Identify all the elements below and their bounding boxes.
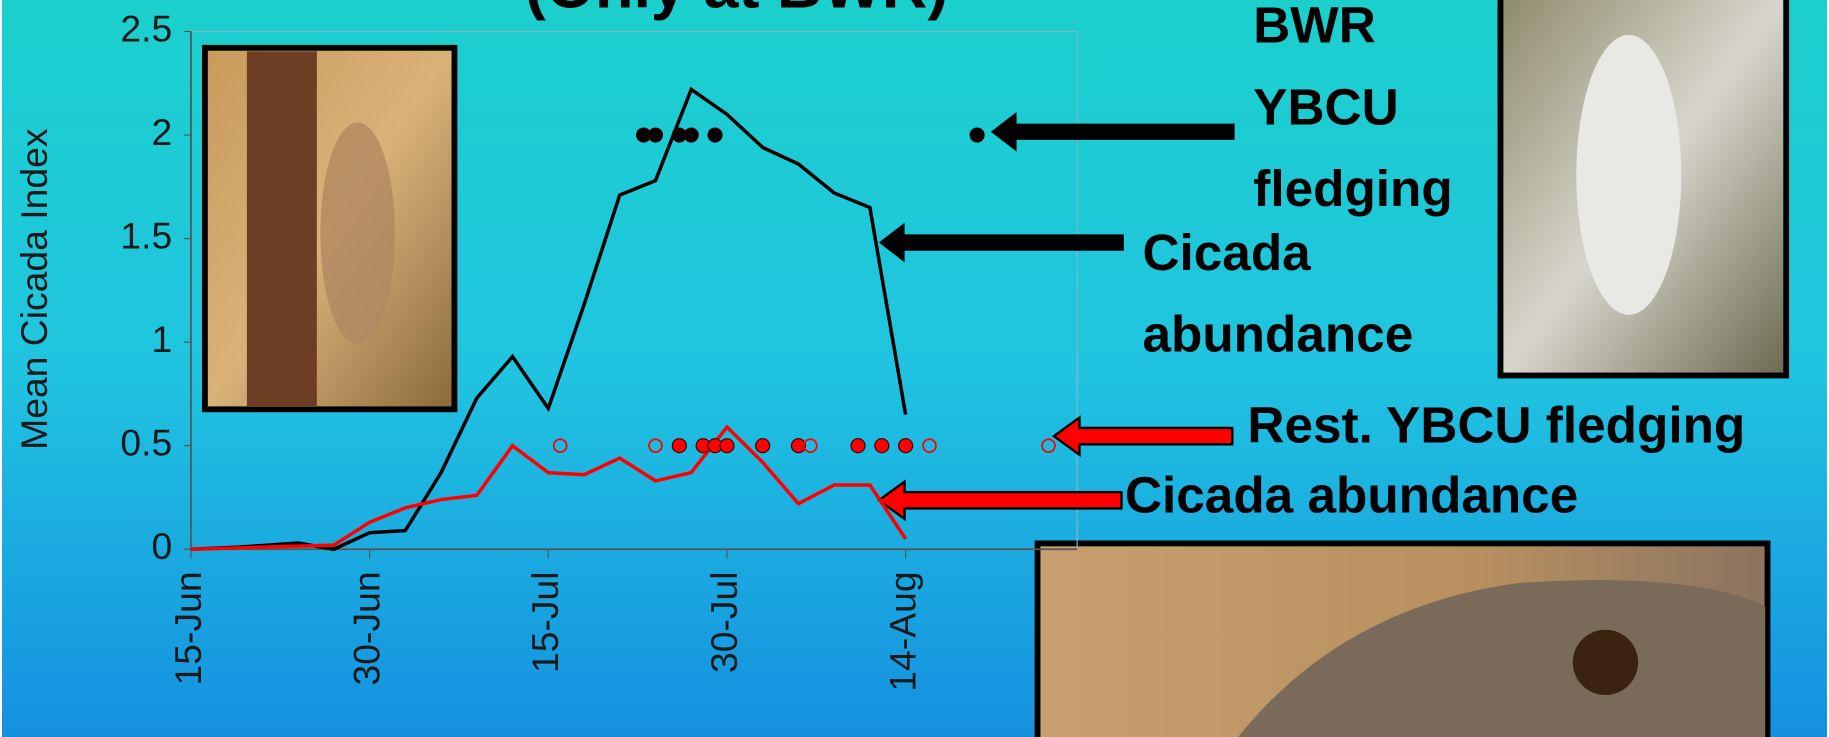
- data-point: [850, 438, 866, 454]
- data-point: [922, 438, 937, 453]
- data-point: [755, 438, 771, 454]
- x-tick-label: 30-Jul: [703, 571, 745, 673]
- y-tick-label: 0.5: [120, 422, 172, 464]
- annotation: YBCU: [1253, 78, 1398, 135]
- data-point: [683, 127, 699, 143]
- data-point: [1041, 438, 1056, 453]
- data-point: [898, 438, 914, 454]
- y-axis-label: Mean Cicada Index: [13, 128, 55, 450]
- data-point: [790, 438, 807, 454]
- data-point: [969, 127, 985, 143]
- photo-head: [1238, 580, 1766, 737]
- y-tick-label: 0: [152, 525, 173, 567]
- x-tick-label: 30-Jun: [345, 571, 387, 685]
- annotation: Rest. YBCU fledging: [1247, 397, 1745, 454]
- chart-title: (Only at BWR): [525, 0, 948, 21]
- arrow: [990, 111, 1235, 152]
- data-line: [190, 86, 908, 552]
- x-tick-label: 15-Jul: [524, 571, 566, 673]
- data-point: [719, 438, 735, 454]
- arrow: [878, 222, 1124, 263]
- annotation: abundance: [1142, 306, 1413, 363]
- photo-branch: [246, 51, 317, 407]
- y-tick-label: 2.5: [120, 7, 172, 49]
- arrow: [1051, 415, 1234, 458]
- y-tick-label: 2: [152, 111, 173, 153]
- photo-bird: [1576, 34, 1682, 315]
- data-point: [552, 438, 568, 453]
- arrow: [876, 479, 1123, 522]
- annotation: Cicada abundance: [1125, 467, 1578, 524]
- y-tick-label: 1: [152, 318, 173, 360]
- annotation: Cicada: [1142, 224, 1311, 281]
- annotation: BWR: [1253, 0, 1376, 54]
- data-point: [707, 127, 723, 143]
- data-point: [647, 127, 664, 143]
- data-point: [648, 438, 663, 453]
- arrows: [876, 111, 1235, 522]
- annotation: fledging: [1253, 160, 1452, 217]
- data-point: [671, 438, 687, 454]
- x-tick-label: 15-Jun: [167, 571, 209, 685]
- photo-cicada: [320, 122, 395, 345]
- data-line: [190, 424, 908, 552]
- data-point: [803, 438, 818, 453]
- data-point: [874, 438, 890, 454]
- y-tick-label: 1.5: [120, 214, 172, 256]
- x-tick-label: 14-Aug: [882, 571, 924, 691]
- photo-eye: [1572, 629, 1639, 696]
